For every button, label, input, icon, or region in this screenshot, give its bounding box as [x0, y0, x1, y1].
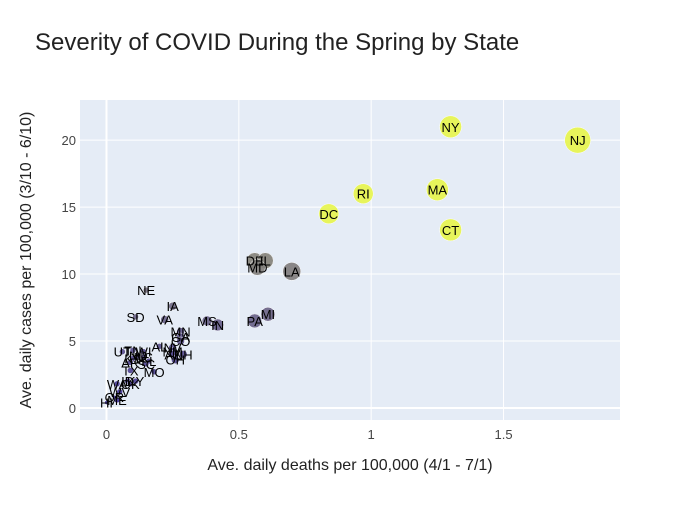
point-marker	[260, 306, 276, 322]
point-label: AR	[121, 355, 139, 370]
point-label: WV	[109, 385, 130, 400]
point-label: KY	[127, 374, 145, 389]
point-label: IL	[260, 254, 271, 269]
point-label: ND	[129, 349, 148, 364]
grid-lines	[80, 100, 620, 420]
point-marker	[150, 368, 158, 376]
point-marker	[129, 347, 137, 354]
point-label: NC	[134, 350, 153, 365]
point-label: MA	[428, 183, 448, 198]
scatter-markers	[104, 115, 591, 405]
plot-area	[80, 100, 620, 420]
point-label: NE	[137, 283, 155, 298]
point-marker	[132, 377, 139, 385]
point-marker	[127, 367, 134, 374]
point-label: TX	[122, 363, 139, 378]
point-marker	[113, 380, 121, 388]
point-label: SC	[137, 357, 155, 372]
point-label: OH	[166, 353, 186, 368]
point-marker	[116, 388, 123, 396]
point-marker	[318, 203, 340, 225]
point-marker	[127, 359, 134, 366]
point-label: DC	[319, 207, 338, 222]
point-label: WI	[136, 345, 152, 360]
point-marker	[142, 286, 150, 294]
point-marker	[171, 355, 180, 364]
point-marker	[352, 183, 374, 204]
x-axis-ticks: 0 0.5 1 1.5	[103, 427, 513, 442]
point-label: FL	[141, 354, 156, 369]
y-tick-label: 5	[69, 334, 76, 349]
point-label: NM	[163, 345, 183, 360]
point-label: NY	[442, 120, 460, 135]
point-marker	[564, 126, 591, 154]
point-label: TN	[124, 343, 141, 358]
point-label: CO	[171, 334, 191, 349]
point-marker	[211, 318, 224, 332]
point-marker	[247, 313, 262, 329]
point-label: DE	[246, 254, 264, 269]
x-tick-label: 0	[103, 427, 110, 442]
x-tick-label: 1.5	[494, 427, 512, 442]
point-marker	[145, 357, 153, 365]
y-axis-label: Ave. daily cases per 100,000 (3/10 - 6/1…	[18, 112, 35, 409]
point-marker	[132, 313, 139, 321]
point-marker	[178, 350, 188, 359]
point-label: IA	[166, 299, 179, 314]
point-marker	[426, 178, 449, 201]
point-label: UT	[114, 345, 131, 360]
point-label: IN	[211, 318, 224, 333]
y-axis-ticks: 0 5 10 15 20	[62, 133, 76, 416]
point-marker	[160, 315, 169, 324]
y-tick-label: 10	[62, 267, 76, 282]
chart-title: Severity of COVID During the Spring by S…	[35, 29, 519, 56]
point-label: SD	[127, 310, 145, 325]
point-marker	[282, 262, 302, 281]
point-marker	[127, 380, 134, 388]
y-tick-label: 15	[62, 200, 76, 215]
point-label: HI	[100, 396, 113, 411]
point-label: ID	[121, 374, 134, 389]
point-label: MD	[247, 260, 267, 275]
point-marker	[156, 343, 163, 350]
point-label: KS	[124, 351, 142, 366]
point-label: AZ	[164, 347, 181, 362]
point-marker	[439, 115, 462, 139]
point-marker	[140, 353, 147, 361]
y-tick-label: 0	[69, 401, 76, 416]
point-label: OK	[121, 377, 140, 392]
point-marker	[439, 218, 462, 242]
point-label: MO	[144, 365, 165, 380]
point-label: WA	[107, 377, 128, 392]
point-label: VA	[157, 313, 174, 328]
point-label: NV	[164, 341, 182, 356]
point-label: NH	[174, 347, 193, 362]
point-marker	[104, 400, 109, 405]
point-label: MS	[197, 314, 217, 329]
point-label: PA	[247, 314, 264, 329]
point-label: LA	[284, 264, 300, 279]
point-label: AL	[151, 339, 167, 354]
x-tick-label: 0.5	[230, 427, 248, 442]
point-label: NJ	[570, 133, 586, 148]
point-marker	[168, 301, 177, 311]
point-marker	[112, 394, 117, 400]
point-label: MN	[170, 325, 190, 340]
point-label: RI	[357, 187, 370, 202]
x-tick-label: 1	[368, 427, 375, 442]
point-label: GA	[171, 330, 190, 345]
x-axis-label: Ave. daily deaths per 100,000 (4/1 - 7/1…	[207, 457, 492, 474]
point-marker	[119, 348, 126, 355]
y-tick-label: 20	[62, 133, 76, 148]
point-marker	[176, 336, 185, 346]
point-marker	[201, 315, 213, 327]
point-label: ME	[107, 393, 127, 408]
point-marker	[249, 259, 266, 276]
point-label: CT	[442, 223, 459, 238]
point-label: OR	[105, 390, 125, 405]
point-label: MI	[261, 307, 275, 322]
